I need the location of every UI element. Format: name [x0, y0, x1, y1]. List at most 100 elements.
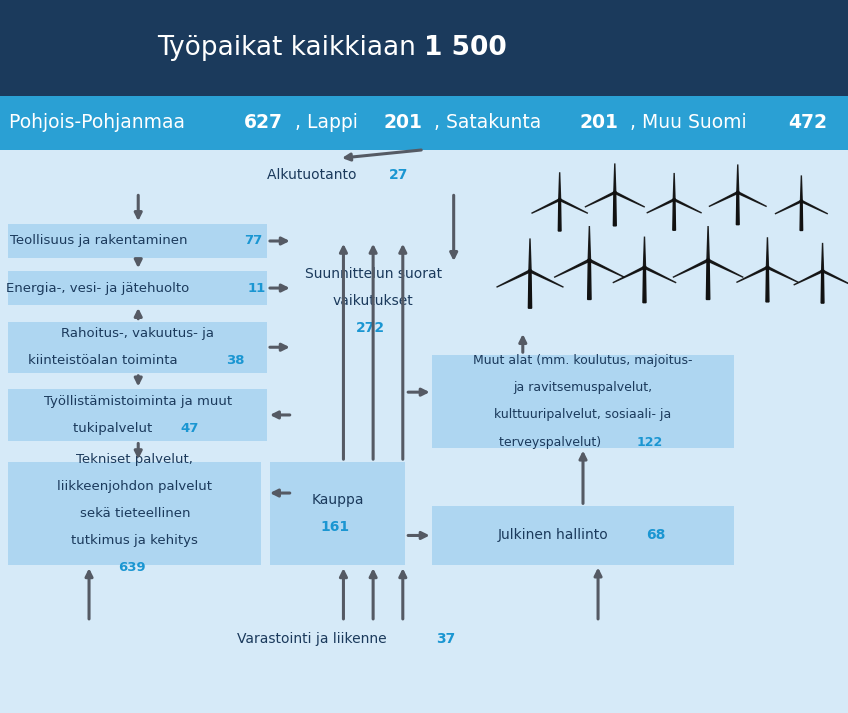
Polygon shape	[613, 267, 645, 283]
Polygon shape	[737, 165, 739, 193]
Circle shape	[559, 199, 561, 200]
Polygon shape	[767, 267, 799, 282]
Text: Teollisuus ja rakentaminen: Teollisuus ja rakentaminen	[9, 235, 192, 247]
Polygon shape	[821, 271, 824, 303]
Polygon shape	[736, 193, 739, 225]
Polygon shape	[801, 200, 828, 214]
Bar	[0, 0, 848, 96]
Text: Tekniset palvelut,: Tekniset palvelut,	[76, 453, 193, 466]
Text: , Muu Suomi: , Muu Suomi	[630, 113, 752, 133]
Polygon shape	[589, 260, 625, 277]
Circle shape	[822, 270, 823, 272]
Text: 639: 639	[119, 561, 146, 575]
Polygon shape	[558, 200, 561, 231]
Polygon shape	[644, 267, 676, 283]
Polygon shape	[775, 200, 802, 214]
Text: 38: 38	[226, 354, 245, 367]
Polygon shape	[707, 260, 744, 277]
Text: Työllistämistoiminta ja muut: Työllistämistoiminta ja muut	[44, 395, 232, 408]
Polygon shape	[589, 226, 590, 260]
Bar	[432, 506, 734, 565]
Polygon shape	[822, 243, 823, 271]
Bar	[432, 355, 734, 448]
Bar	[8, 322, 267, 373]
Polygon shape	[585, 192, 616, 207]
Text: 472: 472	[788, 113, 827, 133]
Circle shape	[613, 191, 616, 194]
Polygon shape	[707, 226, 709, 260]
Polygon shape	[588, 260, 591, 299]
Polygon shape	[532, 199, 561, 213]
Polygon shape	[529, 238, 531, 271]
Text: 77: 77	[244, 235, 262, 247]
Bar	[8, 462, 261, 565]
Polygon shape	[613, 193, 616, 226]
Text: Muut alat (mm. koulutus, majoitus-: Muut alat (mm. koulutus, majoitus-	[473, 354, 693, 367]
Text: liikkeenjohdon palvelut: liikkeenjohdon palvelut	[58, 480, 212, 493]
Circle shape	[643, 266, 646, 269]
Text: Suunnittelun suorat: Suunnittelun suorat	[304, 267, 442, 281]
Text: kiinteistöalan toiminta: kiinteistöalan toiminta	[28, 354, 181, 367]
Text: , Satakunta: , Satakunta	[433, 113, 547, 133]
Text: sekä tieteellinen: sekä tieteellinen	[80, 507, 190, 520]
Text: Julkinen hallinto: Julkinen hallinto	[497, 528, 612, 543]
Text: Alkutuotanto: Alkutuotanto	[267, 168, 361, 183]
Polygon shape	[497, 270, 531, 287]
Polygon shape	[706, 260, 710, 299]
Polygon shape	[737, 192, 767, 207]
Text: Työpaikat kaikkiaan: Työpaikat kaikkiaan	[157, 35, 424, 61]
Text: kulttuuripalvelut, sosiaali- ja: kulttuuripalvelut, sosiaali- ja	[494, 409, 672, 421]
Text: vaikutukset: vaikutukset	[332, 294, 414, 308]
Polygon shape	[673, 173, 675, 200]
Text: ja ravitsemuspalvelut,: ja ravitsemuspalvelut,	[513, 381, 653, 394]
Polygon shape	[559, 199, 588, 213]
Polygon shape	[673, 199, 701, 213]
Text: 122: 122	[636, 436, 662, 448]
Polygon shape	[614, 163, 616, 193]
Polygon shape	[672, 200, 676, 230]
Polygon shape	[529, 270, 563, 287]
Text: , Lappi: , Lappi	[294, 113, 364, 133]
Text: 68: 68	[646, 528, 665, 543]
Text: 201: 201	[383, 113, 422, 133]
Bar	[8, 271, 267, 305]
Polygon shape	[800, 201, 802, 230]
Text: Rahoitus-, vakuutus- ja: Rahoitus-, vakuutus- ja	[61, 327, 215, 340]
Text: 161: 161	[321, 520, 349, 534]
Text: terveyspalvelut): terveyspalvelut)	[499, 436, 605, 448]
Polygon shape	[559, 173, 561, 200]
Bar	[270, 462, 405, 565]
Text: 627: 627	[244, 113, 283, 133]
Polygon shape	[554, 260, 590, 277]
Text: 272: 272	[356, 322, 385, 335]
Circle shape	[801, 200, 802, 202]
Text: Energia-, vesi- ja jätehuolto: Energia-, vesi- ja jätehuolto	[6, 282, 193, 294]
Text: Varastointi ja liikenne: Varastointi ja liikenne	[237, 632, 391, 646]
Bar	[0, 150, 848, 713]
Polygon shape	[614, 192, 644, 207]
Text: 11: 11	[248, 282, 266, 294]
Circle shape	[528, 270, 532, 272]
Circle shape	[588, 259, 591, 262]
Polygon shape	[528, 271, 532, 308]
Text: tutkimus ja kehitys: tutkimus ja kehitys	[71, 534, 198, 548]
Text: tukipalvelut: tukipalvelut	[73, 422, 157, 435]
Circle shape	[737, 192, 739, 193]
Circle shape	[706, 259, 710, 262]
Polygon shape	[766, 267, 769, 302]
Text: 201: 201	[580, 113, 619, 133]
Polygon shape	[647, 199, 675, 213]
Text: 47: 47	[181, 422, 199, 435]
Polygon shape	[672, 260, 709, 277]
Text: Kauppa: Kauppa	[311, 493, 364, 507]
Polygon shape	[643, 267, 646, 302]
Polygon shape	[822, 270, 848, 285]
Polygon shape	[736, 267, 768, 282]
Text: Pohjois-Pohjanmaa: Pohjois-Pohjanmaa	[9, 113, 192, 133]
Polygon shape	[644, 237, 645, 267]
Bar	[0, 96, 848, 150]
Polygon shape	[709, 192, 739, 207]
Polygon shape	[801, 175, 802, 201]
Text: 27: 27	[388, 168, 408, 183]
Polygon shape	[767, 237, 768, 267]
